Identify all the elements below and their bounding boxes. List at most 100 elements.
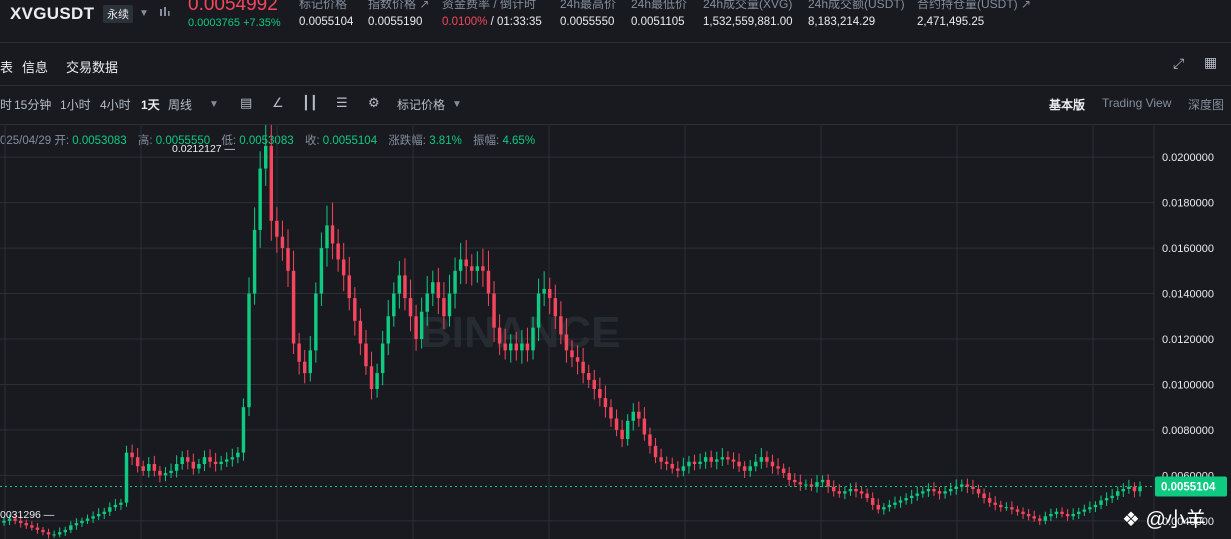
timeframe-week[interactable]: 周线 bbox=[168, 98, 193, 112]
chart-type-icon[interactable] bbox=[159, 6, 170, 17]
view-depth[interactable]: 深度图 bbox=[1188, 98, 1225, 112]
candle-body bbox=[570, 350, 574, 358]
candle-body bbox=[2, 520, 6, 523]
ohlc-change-label: 涨跌幅: bbox=[388, 135, 427, 147]
candle-body bbox=[470, 266, 474, 271]
candle-body bbox=[681, 466, 686, 471]
candle-body bbox=[948, 489, 953, 492]
candle-body bbox=[542, 289, 546, 294]
expand-icon[interactable]: ⤢ bbox=[1173, 55, 1185, 71]
layout-grid-icon[interactable]: ▦ bbox=[1204, 54, 1218, 70]
candle-body bbox=[826, 479, 830, 487]
candle-body bbox=[414, 316, 418, 339]
open-interest-label[interactable]: 合约持仓量(USDT) ↗ bbox=[917, 0, 1032, 11]
candle-body bbox=[252, 229, 257, 294]
candle-body bbox=[408, 298, 413, 317]
candle-body bbox=[225, 459, 229, 462]
indicator-icon[interactable]: ∠ bbox=[272, 95, 284, 110]
high-24h-label: 24h最高价 bbox=[560, 0, 617, 11]
candle-body bbox=[748, 466, 752, 471]
view-tradingview[interactable]: Trading View bbox=[1102, 96, 1172, 110]
candle-body bbox=[386, 316, 390, 344]
candle-body bbox=[603, 398, 608, 408]
candle-body bbox=[870, 498, 875, 505]
candle-body bbox=[380, 343, 385, 374]
funding-rate: 0.0100% bbox=[442, 16, 488, 28]
timeframe-1h[interactable]: 1小时 bbox=[60, 98, 91, 112]
funding-rate-label: 资金费率 / 倒计时 bbox=[442, 0, 537, 11]
min-price-label: 0031296 — bbox=[0, 509, 55, 521]
candle-style-icon[interactable]: ┃┃ bbox=[302, 95, 318, 110]
candle-body bbox=[831, 486, 836, 492]
candle-body bbox=[787, 473, 791, 480]
candle-body bbox=[41, 529, 45, 533]
symbol-name[interactable]: XVGUSDT bbox=[10, 4, 95, 23]
ohlc-open: 0.0053083 bbox=[72, 135, 127, 147]
candle-body bbox=[1138, 486, 1142, 492]
view-basic[interactable]: 基本版 bbox=[1049, 98, 1086, 112]
candle-body bbox=[113, 504, 118, 508]
candle-body bbox=[364, 343, 368, 367]
y-tick-label: 0.0080000 bbox=[1162, 425, 1214, 437]
price-type-select[interactable]: 标记价格 bbox=[397, 98, 446, 112]
candle-body bbox=[392, 293, 396, 317]
candle-body bbox=[291, 270, 296, 344]
candle-body bbox=[509, 343, 513, 351]
candle-body bbox=[1121, 489, 1126, 492]
current-price-tag bbox=[1155, 476, 1227, 497]
candle-body bbox=[715, 459, 719, 462]
layers-icon[interactable]: ☰ bbox=[336, 95, 348, 110]
tab-info[interactable]: 信息 bbox=[22, 60, 49, 75]
mark-price-label: 标记价格 bbox=[299, 0, 348, 11]
candle-body bbox=[492, 293, 496, 328]
candle-body bbox=[431, 282, 435, 294]
chart-grid bbox=[0, 125, 1154, 539]
price-type-dropdown-icon[interactable]: ▼ bbox=[452, 99, 462, 110]
candle-body bbox=[926, 489, 931, 492]
candle-body bbox=[804, 484, 808, 486]
candle-body bbox=[586, 373, 591, 380]
candle-body bbox=[1060, 511, 1064, 514]
tab-chart[interactable]: 表 bbox=[0, 60, 14, 75]
ohlc-close-label: 收: bbox=[304, 135, 320, 147]
candlestick-chart[interactable]: BINANCE 0.00400000.00600000.00800000.010… bbox=[0, 125, 1231, 539]
candle-body bbox=[759, 457, 764, 462]
low-24h-label: 24h最低价 bbox=[631, 0, 688, 11]
candle-body bbox=[174, 464, 179, 471]
candle-body bbox=[18, 520, 23, 524]
index-price-label[interactable]: 指数价格 ↗ bbox=[368, 0, 430, 11]
candle-body bbox=[425, 293, 429, 312]
candle-body bbox=[631, 411, 635, 421]
ohlc-low: 0.0053083 bbox=[239, 135, 294, 147]
candle-body bbox=[302, 361, 307, 374]
tab-trading-data[interactable]: 交易数据 bbox=[66, 60, 119, 75]
ohlc-change: 3.81% bbox=[429, 135, 462, 147]
timeframe-1d[interactable]: 1天 bbox=[141, 98, 160, 112]
candle-body bbox=[74, 523, 79, 526]
timeframe-hour[interactable]: 时 bbox=[0, 98, 13, 112]
calendar-icon[interactable]: ▤ bbox=[240, 95, 253, 110]
candle-body bbox=[793, 479, 797, 483]
candle-body bbox=[63, 529, 67, 533]
candle-body bbox=[57, 532, 62, 535]
timeframe-4h[interactable]: 4小时 bbox=[100, 98, 131, 112]
candle-body bbox=[124, 452, 129, 503]
settings-gear-icon[interactable]: ⚙ bbox=[368, 95, 380, 110]
candle-body bbox=[341, 259, 346, 276]
timeframe-dropdown-icon[interactable]: ▼ bbox=[209, 99, 219, 110]
candle-body bbox=[191, 461, 196, 469]
ohlc-date: 025/04/29 bbox=[0, 135, 52, 147]
candle-body bbox=[347, 275, 351, 299]
mark-price-value: 0.0055104 bbox=[299, 16, 354, 28]
timeframe-15m[interactable]: 15分钟 bbox=[14, 98, 52, 112]
candle-body bbox=[720, 457, 725, 460]
candle-body bbox=[475, 266, 480, 271]
volume-usdt-label: 24h成交额(USDT) bbox=[808, 0, 905, 11]
candle-body bbox=[30, 525, 34, 528]
candle-body bbox=[52, 534, 56, 536]
ohlc-high: 0.0055550 bbox=[155, 135, 211, 147]
symbol-dropdown-icon[interactable]: ▼ bbox=[139, 8, 149, 19]
ohlc-amplitude: 4.65% bbox=[502, 135, 536, 147]
candle-body bbox=[742, 466, 747, 471]
candle-body bbox=[726, 457, 730, 460]
